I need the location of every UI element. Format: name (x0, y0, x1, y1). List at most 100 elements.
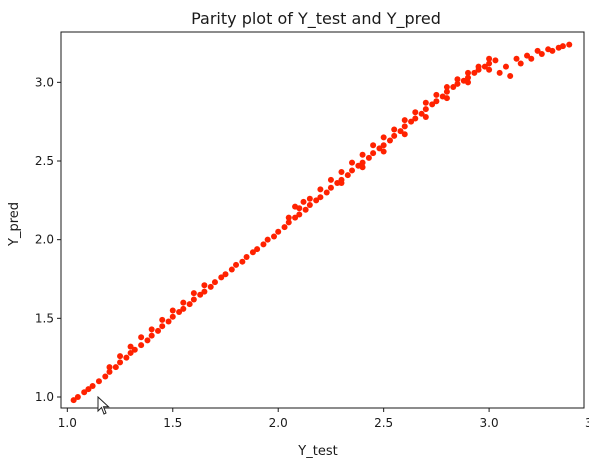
scatter-point (391, 132, 398, 139)
scatter-point (386, 137, 393, 144)
scatter-point (443, 88, 450, 95)
scatter-point (176, 309, 183, 316)
scatter-point (275, 228, 282, 235)
scatter-point (74, 393, 81, 400)
scatter-point (127, 349, 134, 356)
scatter-point (502, 63, 509, 70)
scatter-point (338, 169, 345, 176)
scatter-point (186, 301, 193, 308)
scatter-point (138, 334, 145, 341)
scatter-point (408, 118, 415, 125)
y-axis-title: Y_pred (7, 202, 22, 247)
scatter-point (454, 80, 461, 87)
scatter-point (349, 159, 356, 166)
scatter-point (380, 142, 387, 149)
y-tick-label: 1.0 (35, 390, 54, 404)
scatter-point (138, 342, 145, 349)
scatter-point (486, 55, 493, 62)
scatter-point (465, 69, 472, 76)
scatter-point (433, 98, 440, 105)
scatter-point (471, 69, 478, 76)
scatter-point (517, 60, 524, 67)
scatter-point (391, 126, 398, 133)
scatter-point (549, 47, 556, 54)
scatter-point (159, 323, 166, 330)
scatter-point (492, 57, 499, 64)
mouse-pointer-icon (97, 396, 110, 415)
scatter-point (117, 353, 124, 360)
scatter-point (422, 113, 429, 120)
scatter-point (271, 233, 277, 240)
scatter-point (429, 101, 436, 108)
scatter-point (243, 253, 250, 260)
scatter-point (300, 198, 307, 205)
scatter-point (359, 159, 366, 166)
chart-title: Parity plot of Y_test and Y_pred (191, 9, 441, 29)
scatter-point (454, 76, 461, 83)
scatter-point (349, 167, 356, 174)
scatter-point (239, 258, 246, 265)
scatter-point (155, 327, 162, 334)
scatter-point (481, 63, 488, 70)
y-tick-label: 2.0 (35, 233, 54, 247)
scatter-point (131, 346, 138, 353)
scatter-point (292, 214, 299, 221)
scatter-point (513, 55, 520, 62)
scatter-point (106, 368, 113, 375)
x-axis-ticks: 1.0 1.5 2.0 2.5 3.0 3.5 (58, 408, 589, 430)
scatter-point (207, 283, 214, 290)
scatter-point (85, 386, 92, 393)
scatter-point (465, 79, 472, 86)
scatter-point (365, 154, 372, 161)
scatter-point (180, 305, 187, 312)
scatter-point (465, 74, 472, 81)
scatter-point (370, 142, 377, 149)
scatter-point (306, 195, 313, 202)
scatter-point (401, 123, 408, 130)
scatter-point (201, 282, 208, 289)
scatter-point (117, 359, 124, 366)
scatter-point (433, 91, 440, 98)
scatter-point (534, 47, 541, 54)
scatter-point (233, 261, 240, 268)
scatter-point (412, 109, 419, 116)
scatter-point (418, 110, 425, 117)
scatter-point (148, 332, 155, 339)
scatter-point (180, 299, 187, 306)
scatter-point (370, 150, 377, 157)
scatter-point (475, 63, 482, 70)
scatter-point (95, 378, 102, 385)
scatter-point (486, 60, 493, 67)
scatter-point (401, 131, 408, 138)
x-tick-label: 1.0 (58, 416, 77, 430)
scatter-point (260, 241, 267, 248)
scatter-point (486, 66, 493, 73)
scatter-point (264, 236, 271, 243)
scatter-point (102, 373, 109, 380)
scatter-point (197, 291, 204, 298)
scatter-point (359, 151, 366, 158)
scatter-point (190, 290, 197, 297)
y-tick-label: 1.5 (35, 311, 54, 325)
y-tick-label: 3.0 (35, 75, 54, 89)
plot-area (60, 31, 585, 409)
scatter-point (528, 55, 535, 62)
scatter-point (422, 106, 429, 113)
x-tick-label: 1.5 (163, 416, 182, 430)
scatter-point (159, 316, 166, 323)
scatter-point (222, 271, 229, 278)
scatter-point (327, 184, 334, 191)
scatter-point (144, 337, 151, 344)
scatter-point (296, 211, 303, 218)
scatter-point (201, 288, 208, 295)
y-axis-ticks: 1.0 1.5 2.0 2.5 3.0 (35, 75, 61, 404)
scatter-point (450, 84, 457, 91)
scatter-point (112, 364, 119, 371)
scatter-point (123, 354, 130, 361)
x-tick-label: 3.0 (480, 416, 499, 430)
x-axis-title: Y_test (297, 444, 337, 459)
x-tick-label: 2.0 (269, 416, 288, 430)
scatter-point (165, 318, 172, 325)
scatter-point (524, 52, 531, 59)
